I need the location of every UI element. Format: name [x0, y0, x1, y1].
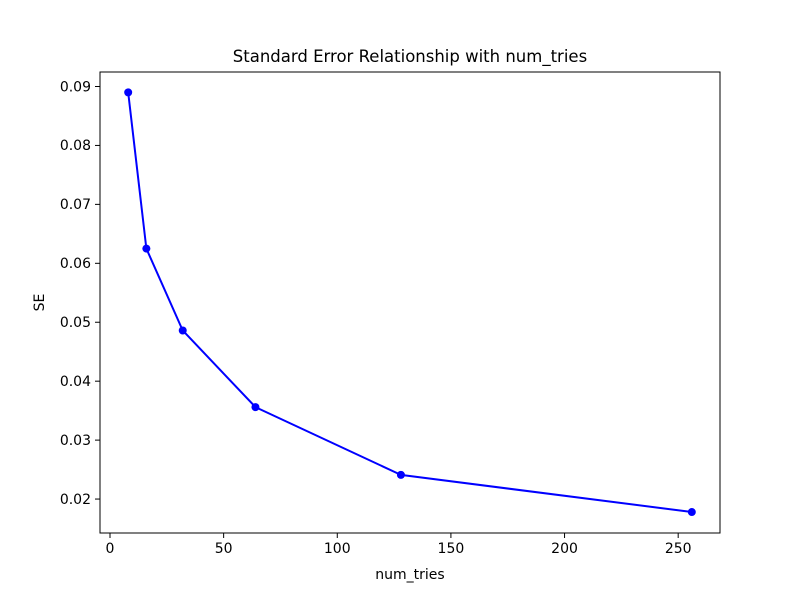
- data-point: [687, 508, 696, 517]
- x-tick-label: 200: [551, 541, 578, 557]
- y-tick-label: 0.02: [60, 492, 91, 508]
- plot-area: [99, 71, 721, 534]
- data-point: [124, 88, 133, 97]
- y-axis-ticks: 0.02 0.03 0.04 0.05 0.06 0.07 0.08 0.09: [60, 79, 100, 508]
- series-group: [124, 88, 696, 517]
- x-tick-label: 0: [106, 541, 115, 557]
- x-axis-ticks: 0 50 100 150 200 250: [106, 533, 692, 557]
- data-point: [178, 326, 187, 335]
- x-tick-label: 50: [215, 541, 233, 557]
- y-tick-label: 0.04: [60, 374, 91, 390]
- y-tick-label: 0.06: [60, 256, 91, 272]
- data-point: [251, 403, 260, 412]
- x-tick-label: 250: [665, 541, 692, 557]
- chart-title: Standard Error Relationship with num_tri…: [233, 47, 587, 67]
- x-tick-label: 150: [438, 541, 465, 557]
- y-tick-label: 0.08: [60, 138, 91, 154]
- data-point: [396, 470, 405, 479]
- y-tick-label: 0.07: [60, 197, 91, 213]
- y-tick-label: 0.05: [60, 315, 91, 331]
- x-tick-label: 100: [324, 541, 351, 557]
- x-axis-label: num_tries: [375, 567, 444, 583]
- y-axis-label: SE: [32, 294, 48, 312]
- data-point: [142, 244, 151, 253]
- y-tick-label: 0.09: [60, 79, 91, 95]
- series-line: [127, 91, 693, 514]
- y-tick-label: 0.03: [60, 433, 91, 449]
